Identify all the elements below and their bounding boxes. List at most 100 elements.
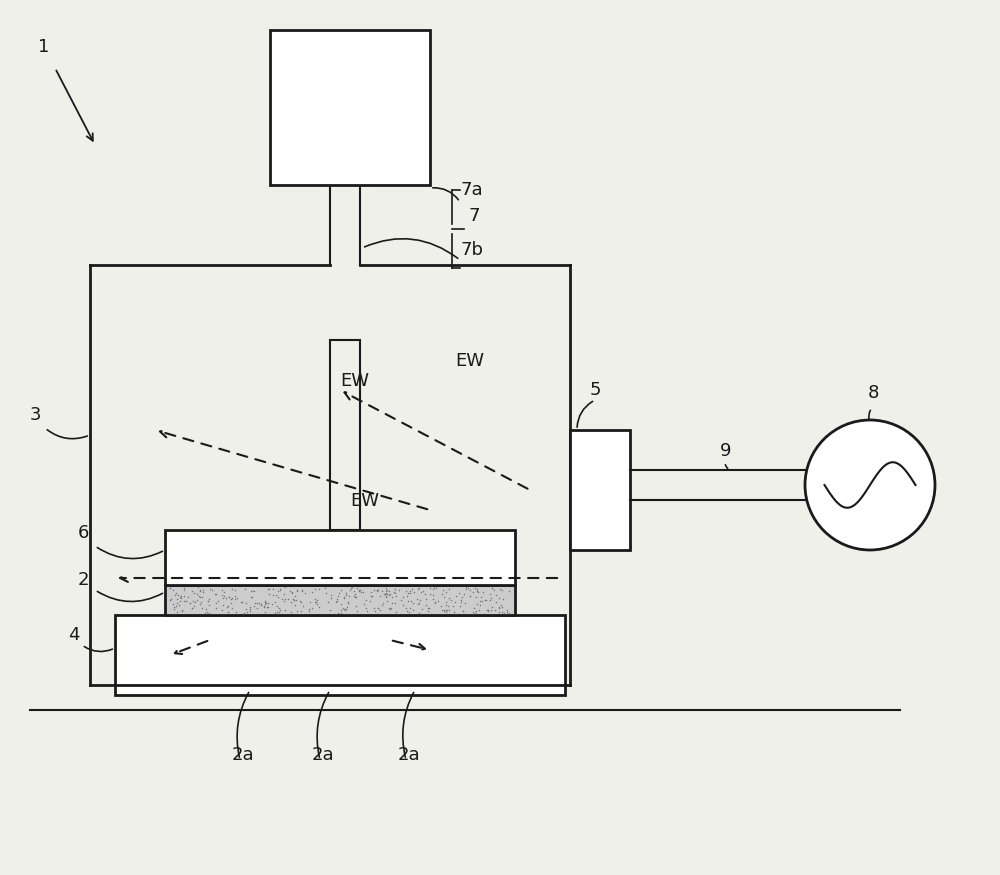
Point xyxy=(412,593,428,607)
Text: 6: 6 xyxy=(78,524,89,542)
Point xyxy=(410,582,426,596)
Point xyxy=(472,593,488,607)
Point xyxy=(233,595,249,609)
Point xyxy=(294,583,310,597)
Point xyxy=(239,605,255,619)
Point xyxy=(372,604,388,618)
Point xyxy=(331,586,347,600)
Point xyxy=(434,586,450,600)
Point xyxy=(267,595,283,609)
Point xyxy=(447,595,463,609)
Point xyxy=(301,602,317,616)
Point xyxy=(375,596,391,610)
Point xyxy=(428,581,444,595)
Point xyxy=(422,587,438,601)
Point xyxy=(184,601,200,615)
Point xyxy=(491,600,507,614)
Point xyxy=(288,593,304,607)
Point xyxy=(267,606,283,620)
Point xyxy=(387,586,403,600)
Point xyxy=(167,588,183,602)
Bar xyxy=(165,530,515,585)
Point xyxy=(287,589,303,603)
Point xyxy=(445,599,461,613)
Point xyxy=(422,581,438,595)
Point xyxy=(259,600,275,614)
Point xyxy=(308,595,324,609)
Point xyxy=(347,587,363,601)
Point xyxy=(465,585,481,599)
Point xyxy=(293,595,309,609)
Point xyxy=(272,582,288,596)
Point xyxy=(333,603,349,617)
Point xyxy=(364,589,380,603)
Point xyxy=(391,584,407,598)
Point xyxy=(369,584,385,598)
Point xyxy=(257,595,273,609)
Point xyxy=(351,584,367,598)
Point xyxy=(220,599,236,613)
Point xyxy=(165,598,181,612)
Point xyxy=(491,591,507,605)
Point xyxy=(330,606,346,620)
Point xyxy=(430,594,446,608)
Point xyxy=(378,585,394,599)
Point xyxy=(277,604,293,618)
Point xyxy=(370,583,386,597)
Point xyxy=(486,583,502,597)
Point xyxy=(384,591,400,605)
Point xyxy=(271,605,287,619)
Text: 2a: 2a xyxy=(232,746,255,764)
Point xyxy=(438,603,454,617)
Point xyxy=(192,584,208,598)
Point xyxy=(378,590,394,604)
Point xyxy=(379,594,395,608)
Point xyxy=(438,596,454,610)
Point xyxy=(388,590,404,604)
Point xyxy=(283,606,299,620)
Point xyxy=(280,592,296,606)
Point xyxy=(221,591,237,605)
Point xyxy=(258,596,274,610)
Point xyxy=(484,580,500,594)
Point xyxy=(378,589,394,603)
Point xyxy=(417,587,433,601)
Point xyxy=(237,582,253,596)
Point xyxy=(425,592,441,606)
Point xyxy=(190,580,206,594)
Point xyxy=(494,584,510,598)
Point xyxy=(340,596,356,610)
Point xyxy=(374,598,390,612)
Point xyxy=(480,605,496,619)
Point xyxy=(441,582,457,596)
Point xyxy=(366,601,382,615)
Text: 2a: 2a xyxy=(398,746,421,764)
Point xyxy=(224,592,240,605)
Point xyxy=(414,602,430,616)
Point xyxy=(242,602,258,616)
Point xyxy=(443,593,459,607)
Point xyxy=(242,604,258,618)
Point xyxy=(185,594,201,608)
Point xyxy=(201,606,217,620)
Point xyxy=(191,589,207,603)
Point xyxy=(484,581,500,595)
Point xyxy=(467,606,483,620)
Text: EW: EW xyxy=(350,492,379,510)
Point xyxy=(478,592,494,606)
Point xyxy=(172,594,188,608)
Point xyxy=(343,581,359,595)
Point xyxy=(400,594,416,608)
Point xyxy=(339,599,355,613)
Point xyxy=(462,589,478,603)
Point xyxy=(311,599,327,613)
Point xyxy=(356,597,372,611)
Point xyxy=(488,595,504,609)
Point xyxy=(353,584,369,598)
Point xyxy=(301,604,317,618)
Point xyxy=(403,594,419,608)
Point xyxy=(342,584,358,598)
Point xyxy=(178,594,194,608)
Point xyxy=(482,592,498,606)
Point xyxy=(470,584,486,598)
